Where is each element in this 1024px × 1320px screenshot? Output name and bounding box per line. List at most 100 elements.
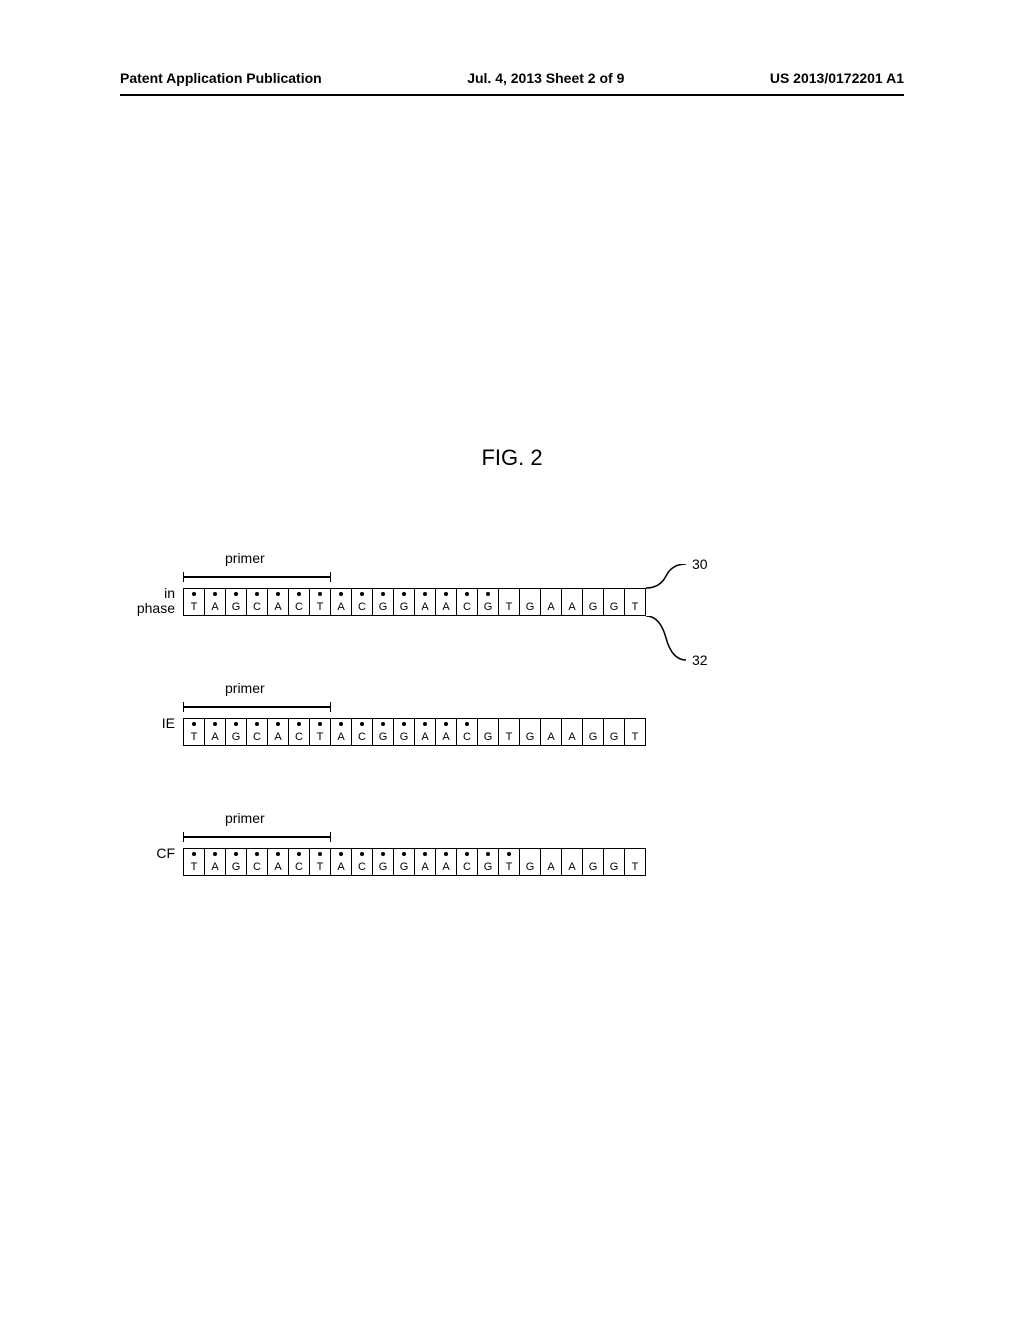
- page-header: Patent Application Publication Jul. 4, 2…: [0, 70, 1024, 86]
- sequence-cell: G: [225, 848, 247, 876]
- nucleotide-label: C: [457, 861, 477, 873]
- nucleotide-label: C: [457, 601, 477, 613]
- sequence-cell: A: [540, 718, 562, 746]
- primer-label: primer: [225, 680, 265, 696]
- sequence-cell: T: [498, 718, 520, 746]
- sequence-cell: C: [351, 588, 373, 616]
- nucleotide-label: A: [331, 731, 351, 743]
- sequence-cell: G: [372, 718, 394, 746]
- incorporation-dot: [192, 722, 196, 726]
- nucleotide-label: A: [436, 861, 456, 873]
- incorporation-dot: [339, 852, 343, 856]
- incorporation-dot: [486, 592, 490, 596]
- sequence-cell: C: [246, 588, 268, 616]
- sequence-cell: T: [183, 848, 205, 876]
- incorporation-dot: [192, 852, 196, 856]
- nucleotide-label: G: [604, 731, 624, 743]
- sequence-cell: A: [267, 718, 289, 746]
- nucleotide-label: T: [499, 731, 519, 743]
- incorporation-dot: [423, 722, 427, 726]
- incorporation-dot: [318, 592, 322, 596]
- nucleotide-label: A: [562, 601, 582, 613]
- incorporation-dot: [234, 852, 238, 856]
- nucleotide-label: T: [184, 861, 204, 873]
- nucleotide-label: A: [268, 601, 288, 613]
- sequence-cell: C: [456, 588, 478, 616]
- sequence-cell: G: [393, 848, 415, 876]
- sequence-cell: G: [519, 588, 541, 616]
- nucleotide-label: G: [604, 601, 624, 613]
- nucleotide-label: G: [520, 731, 540, 743]
- sequence-cell: C: [456, 718, 478, 746]
- sequence-strip: TAGCACTACGGAACGTGAAGGT: [183, 588, 646, 616]
- incorporation-dot: [360, 852, 364, 856]
- sequence-strip: TAGCACTACGGAACGTGAAGGT: [183, 848, 646, 876]
- nucleotide-label: G: [520, 601, 540, 613]
- sequence-cell: A: [330, 718, 352, 746]
- nucleotide-label: G: [478, 861, 498, 873]
- incorporation-dot: [465, 592, 469, 596]
- sequence-cell: G: [393, 588, 415, 616]
- nucleotide-label: A: [415, 731, 435, 743]
- nucleotide-label: G: [373, 731, 393, 743]
- incorporation-dot: [402, 852, 406, 856]
- nucleotide-label: A: [541, 861, 561, 873]
- sequence-cell: A: [435, 588, 457, 616]
- incorporation-dot: [339, 592, 343, 596]
- sequence-cell: A: [540, 588, 562, 616]
- row-label: CF: [125, 846, 175, 861]
- sequence-cell: A: [267, 848, 289, 876]
- nucleotide-label: G: [478, 731, 498, 743]
- header-rule: [120, 94, 904, 96]
- sequence-cell: A: [204, 588, 226, 616]
- primer-label: primer: [225, 550, 265, 566]
- incorporation-dot: [423, 592, 427, 596]
- nucleotide-label: G: [394, 861, 414, 873]
- sequence-row: IEprimerTAGCACTACGGAACGTGAAGGT: [155, 680, 795, 750]
- sequence-cell: G: [582, 848, 604, 876]
- nucleotide-label: C: [247, 731, 267, 743]
- sequence-cell: A: [204, 848, 226, 876]
- incorporation-dot: [360, 592, 364, 596]
- sequence-cell: G: [582, 588, 604, 616]
- sequence-cell: G: [393, 718, 415, 746]
- sequence-cell: C: [351, 848, 373, 876]
- sequence-cell: A: [540, 848, 562, 876]
- incorporation-dot: [465, 722, 469, 726]
- sequence-cell: A: [414, 588, 436, 616]
- sequence-cell: G: [477, 848, 499, 876]
- sequence-cell: G: [603, 718, 625, 746]
- incorporation-dot: [402, 592, 406, 596]
- incorporation-dot: [297, 852, 301, 856]
- sequence-cell: G: [477, 588, 499, 616]
- primer-label: primer: [225, 810, 265, 826]
- sequence-cell: A: [267, 588, 289, 616]
- sequence-cell: G: [225, 588, 247, 616]
- sequence-cell: G: [519, 848, 541, 876]
- nucleotide-label: C: [289, 601, 309, 613]
- sequence-cell: G: [603, 848, 625, 876]
- nucleotide-label: G: [394, 601, 414, 613]
- incorporation-dot: [318, 852, 322, 856]
- incorporation-dot: [255, 722, 259, 726]
- incorporation-dot: [276, 592, 280, 596]
- sequence-cell: G: [603, 588, 625, 616]
- nucleotide-label: T: [499, 601, 519, 613]
- incorporation-dot: [444, 592, 448, 596]
- nucleotide-label: T: [310, 601, 330, 613]
- incorporation-dot: [381, 722, 385, 726]
- nucleotide-label: T: [625, 601, 645, 613]
- nucleotide-label: C: [247, 861, 267, 873]
- incorporation-dot: [339, 722, 343, 726]
- row-label: IE: [125, 716, 175, 731]
- sequence-cell: T: [624, 588, 646, 616]
- header-left: Patent Application Publication: [120, 70, 322, 86]
- primer-bracket: [183, 702, 331, 712]
- nucleotide-label: G: [226, 731, 246, 743]
- row-label: inphase: [125, 586, 175, 617]
- incorporation-dot: [381, 592, 385, 596]
- sequence-cell: C: [288, 588, 310, 616]
- sequence-cell: A: [414, 848, 436, 876]
- nucleotide-label: G: [373, 601, 393, 613]
- nucleotide-label: C: [289, 731, 309, 743]
